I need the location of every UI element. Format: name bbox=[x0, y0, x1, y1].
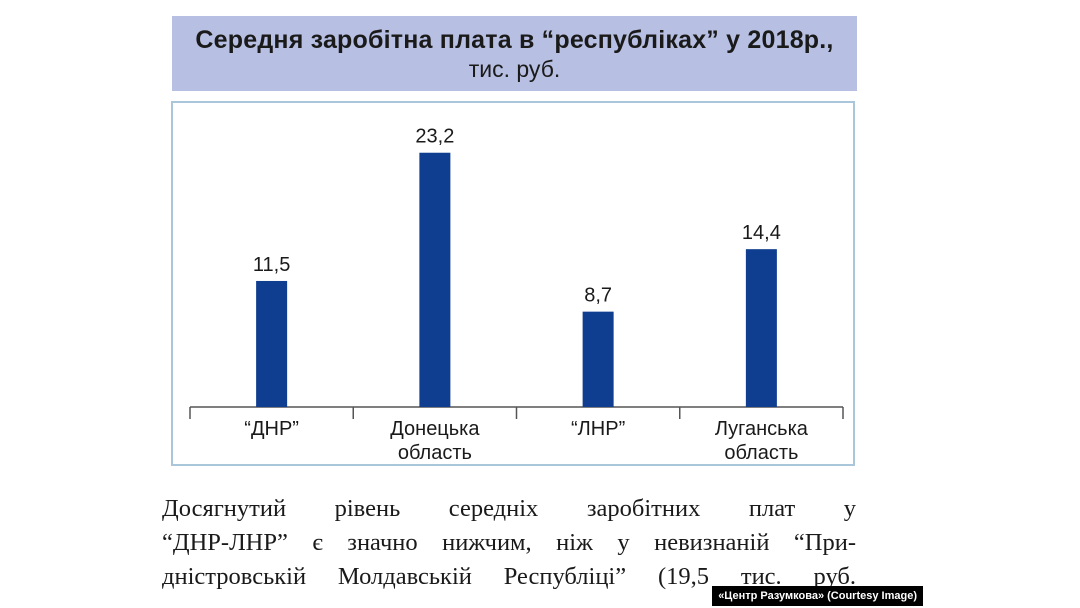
category-label: область bbox=[724, 442, 798, 464]
category-label: Луганська bbox=[715, 418, 809, 440]
category-label: область bbox=[398, 442, 472, 464]
body-line-1: Досягнутий рівень середніх заробітних пл… bbox=[162, 495, 856, 522]
category-label: “ЛНР” bbox=[571, 418, 625, 440]
bar bbox=[745, 249, 777, 407]
body-paragraph: Досягнутий рівень середніх заробітних пл… bbox=[162, 492, 856, 594]
chart-frame: 11,5 “ДНР” 23,2 Донецька область 8,7 “ЛНР” 14,4… bbox=[171, 101, 855, 466]
body-line-2: “ДНР-ЛНР” є значно нижчим, ніж у невизна… bbox=[162, 529, 856, 556]
category-label: Донецька bbox=[390, 418, 480, 440]
category-label: “ДНР” bbox=[244, 418, 299, 440]
chart-subtitle: тис. руб. bbox=[468, 56, 561, 82]
chart-title-box: Середня заробітна плата в “республіках” … bbox=[172, 16, 857, 91]
chart-title: Середня заробітна плата в “республіках” … bbox=[195, 26, 834, 54]
bar bbox=[256, 280, 288, 407]
data-label: 14,4 bbox=[742, 222, 781, 244]
bar-chart: 11,5“ДНР”23,2Донецькаобласть8,7“ЛНР”14,4… bbox=[189, 126, 844, 464]
data-label: 23,2 bbox=[415, 126, 454, 148]
image-credit: «Центр Разумкова» (Courtesy Image) bbox=[712, 586, 923, 606]
data-label: 11,5 bbox=[253, 254, 290, 276]
bar bbox=[419, 152, 451, 407]
data-label: 8,7 bbox=[584, 285, 612, 307]
bar bbox=[582, 311, 614, 407]
body-line-3: дністровській Молдавській Республіці” (1… bbox=[162, 563, 856, 590]
